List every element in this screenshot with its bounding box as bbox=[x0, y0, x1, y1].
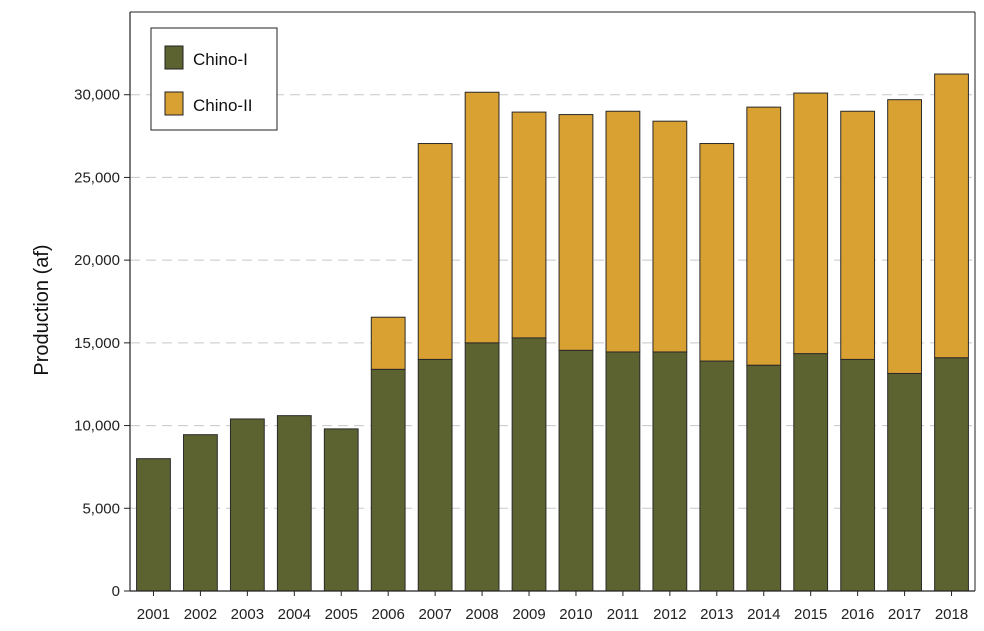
x-tick-label: 2005 bbox=[325, 606, 358, 623]
y-tick-label: 25,000 bbox=[74, 169, 120, 186]
bar-chino-i-2017 bbox=[888, 373, 922, 591]
x-tick-label: 2008 bbox=[465, 606, 498, 623]
x-tick-label: 2012 bbox=[653, 606, 686, 623]
bar-chino-i-2012 bbox=[653, 352, 687, 591]
bar-chino-ii-2011 bbox=[606, 111, 640, 352]
x-tick-label: 2003 bbox=[231, 606, 264, 623]
y-tick-label: 5,000 bbox=[82, 500, 120, 517]
x-tick-label: 2001 bbox=[137, 606, 170, 623]
bars bbox=[137, 74, 969, 591]
bar-chino-i-2009 bbox=[512, 338, 546, 591]
bar-chino-i-2003 bbox=[230, 419, 264, 591]
legend-label-chino-ii: Chino-II bbox=[193, 96, 253, 115]
y-ticks: 0 5,000 10,000 15,000 20,000 25,000 30,000 bbox=[74, 87, 130, 600]
bar-chino-ii-2006 bbox=[371, 317, 405, 369]
legend-swatch-chino-ii bbox=[165, 92, 183, 115]
x-tick-label: 2018 bbox=[935, 606, 968, 623]
bar-chino-i-2001 bbox=[137, 459, 171, 591]
bar-chino-i-2007 bbox=[418, 359, 452, 591]
bar-chino-ii-2009 bbox=[512, 112, 546, 338]
y-tick-label: 20,000 bbox=[74, 252, 120, 269]
bar-chino-i-2008 bbox=[465, 343, 499, 591]
bar-chino-ii-2008 bbox=[465, 92, 499, 343]
x-tick-label: 2016 bbox=[841, 606, 874, 623]
x-tick-label: 2002 bbox=[184, 606, 217, 623]
bar-chino-i-2005 bbox=[324, 429, 358, 591]
bar-chino-ii-2007 bbox=[418, 144, 452, 360]
x-tick-label: 2010 bbox=[559, 606, 592, 623]
bar-chino-i-2016 bbox=[841, 359, 875, 591]
legend: Chino-I Chino-II bbox=[151, 28, 277, 130]
y-tick-label: 30,000 bbox=[74, 87, 120, 104]
bar-chino-i-2014 bbox=[747, 365, 781, 591]
bar-chino-ii-2016 bbox=[841, 111, 875, 359]
bar-chino-ii-2013 bbox=[700, 144, 734, 362]
x-tick-label: 2013 bbox=[700, 606, 733, 623]
bar-chino-i-2004 bbox=[277, 416, 311, 591]
y-tick-label: 15,000 bbox=[74, 335, 120, 352]
bar-chino-i-2015 bbox=[794, 354, 828, 591]
bar-chino-i-2011 bbox=[606, 352, 640, 591]
x-tick-label: 2014 bbox=[747, 606, 780, 623]
bar-chino-ii-2017 bbox=[888, 100, 922, 374]
x-tick-label: 2011 bbox=[607, 606, 639, 623]
bar-chino-ii-2018 bbox=[935, 74, 969, 358]
x-tick-label: 2004 bbox=[278, 606, 311, 623]
x-tick-label: 2006 bbox=[372, 606, 405, 623]
bar-chino-i-2010 bbox=[559, 350, 593, 591]
x-tick-label: 2015 bbox=[794, 606, 827, 623]
bar-chino-ii-2012 bbox=[653, 121, 687, 352]
x-tick-label: 2017 bbox=[888, 606, 921, 623]
bar-chino-ii-2015 bbox=[794, 93, 828, 354]
legend-swatch-chino-i bbox=[165, 46, 183, 69]
bar-chino-i-2006 bbox=[371, 369, 405, 591]
y-tick-label: 10,000 bbox=[74, 418, 120, 435]
bar-chino-i-2018 bbox=[935, 358, 969, 591]
x-tick-label: 2009 bbox=[512, 606, 545, 623]
y-axis-title: Production (af) bbox=[31, 244, 53, 375]
x-ticks: 2001 2002 2003 2004 2005 2006 2007 2008 2009 2010… bbox=[137, 591, 968, 623]
y-tick-label: 0 bbox=[112, 583, 120, 600]
bar-chino-i-2013 bbox=[700, 361, 734, 591]
bar-chino-i-2002 bbox=[184, 435, 218, 591]
bar-chino-ii-2014 bbox=[747, 107, 781, 365]
bar-chino-ii-2010 bbox=[559, 115, 593, 351]
x-tick-label: 2007 bbox=[418, 606, 451, 623]
legend-label-chino-i: Chino-I bbox=[193, 50, 248, 69]
